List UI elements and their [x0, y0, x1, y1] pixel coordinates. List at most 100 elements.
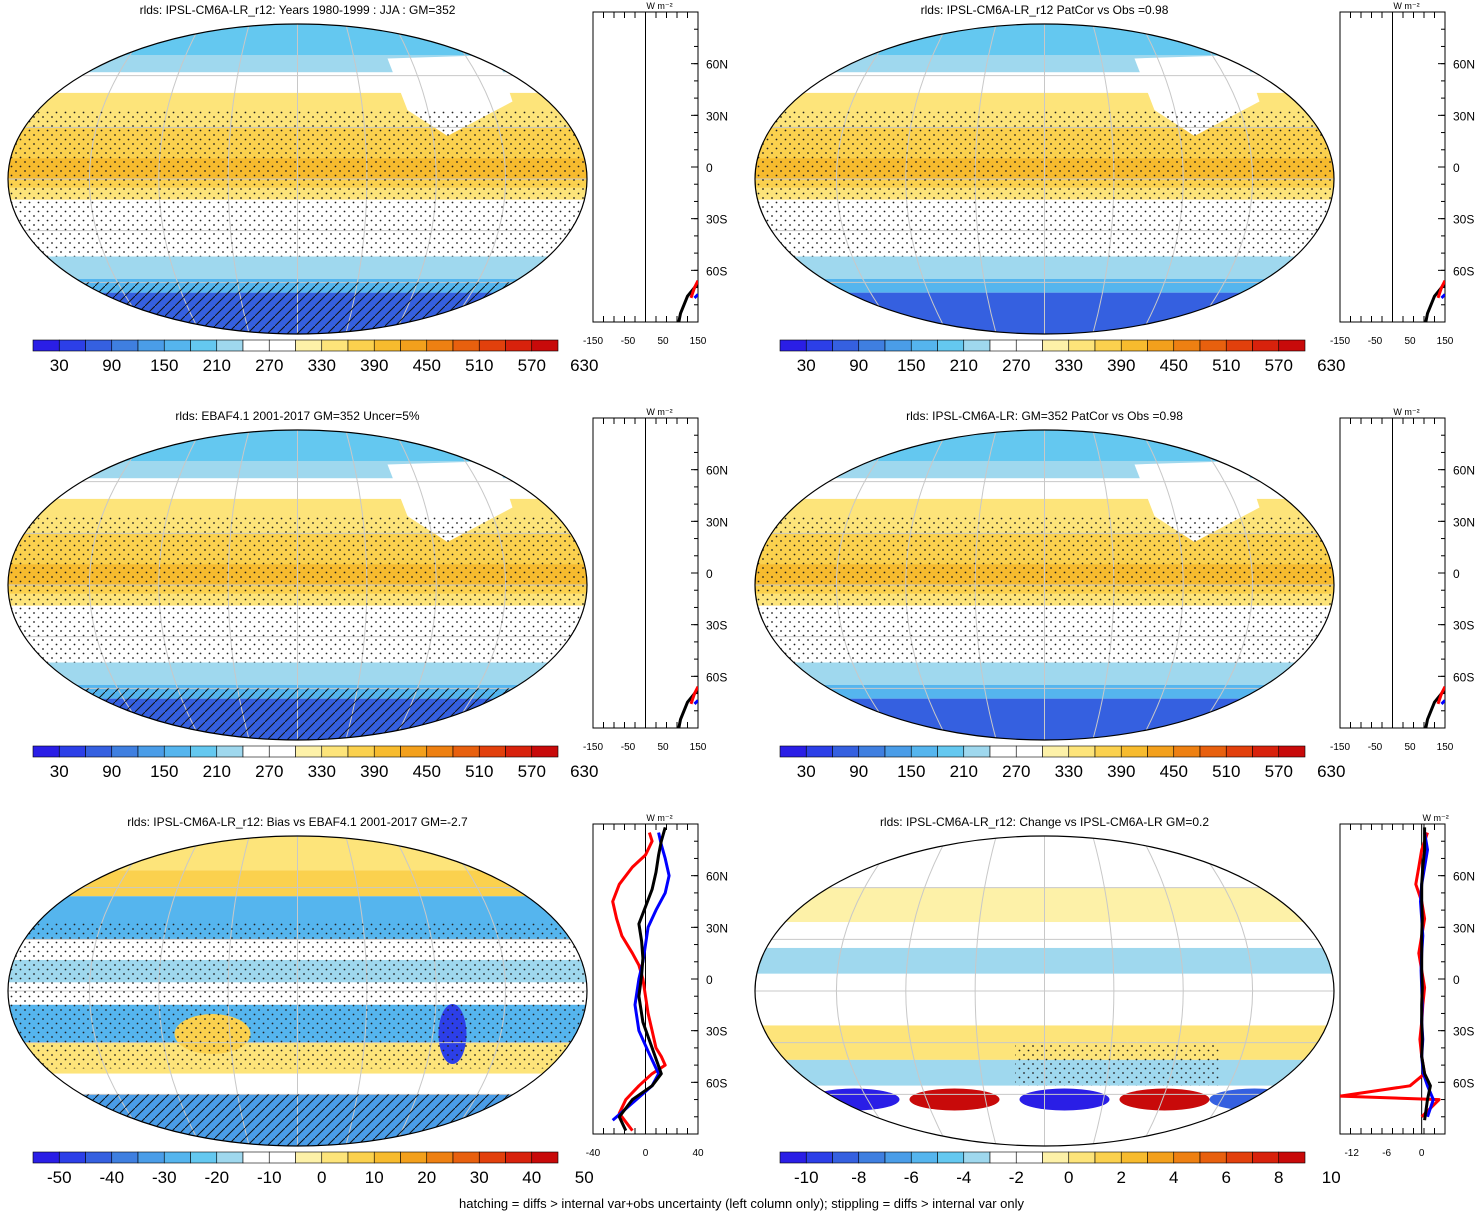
colorbar-segment — [1173, 339, 1201, 352]
colorbar-tick-label: 270 — [1002, 356, 1030, 375]
colorbar-tick-label: -4 — [956, 1168, 971, 1187]
colorbar-tick-label: 150 — [150, 762, 178, 781]
colorbar-segment — [190, 1151, 218, 1164]
colorbar-segment — [163, 745, 191, 758]
colorbar-segment — [1199, 745, 1227, 758]
colorbar-segment — [1199, 339, 1227, 352]
colorbar-segment — [478, 745, 506, 758]
profile-series-line — [689, 280, 698, 299]
colorbar-segment — [910, 339, 938, 352]
profile-xtick-label: 50 — [1404, 742, 1416, 753]
chart-title: rlds: IPSL-CM6A-LR_r12: Change vs IPSL-C… — [879, 815, 1210, 829]
colorbar-segment — [58, 745, 86, 758]
profile-series-line — [617, 826, 667, 1132]
colorbar: -50 -40 -30 -20 -10 0 10 20 30 40 50 — [32, 1151, 594, 1187]
colorbar-segment — [85, 1151, 113, 1164]
colorbar-segment — [1147, 745, 1175, 758]
colorbar-segment — [505, 745, 533, 758]
colorbar-tick-label: 330 — [308, 356, 336, 375]
colorbar-segment — [426, 1151, 454, 1164]
map-graticule — [755, 836, 1334, 1146]
colorbar-tick-label: 8 — [1274, 1168, 1283, 1187]
profile-ytick-label: 30S — [1453, 1025, 1474, 1039]
profile-ytick-label: 60S — [1453, 1076, 1474, 1090]
colorbar-segment — [963, 1151, 991, 1164]
colorbar-tick-label: 0 — [317, 1168, 326, 1187]
colorbar-tick-label: 6 — [1222, 1168, 1231, 1187]
colorbar-tick-label: 90 — [102, 356, 121, 375]
colorbar-segment — [373, 339, 401, 352]
chart-panel: rlds: EBAF4.1 2001-2017 GM=352 Uncer=5% 3… — [5, 406, 745, 806]
colorbar-segment — [832, 1151, 860, 1164]
map-stippling — [755, 516, 1334, 663]
chart-panel: rlds: IPSL-CM6A-LR: GM=352 PatCor vs Obs… — [752, 406, 1483, 806]
colorbar-tick-label: 270 — [255, 356, 283, 375]
colorbar-segment — [858, 339, 886, 352]
profile-xtick-label: -40 — [586, 1148, 601, 1159]
colorbar-segment — [1120, 339, 1148, 352]
profile-series-line — [689, 686, 698, 705]
map-plot — [7, 23, 588, 335]
map-outline — [754, 835, 1335, 1147]
colorbar-segment — [1015, 339, 1043, 352]
zonal-profile-plot: -150 -50 50 150 W m⁻² 60N 30N 0 30S 60S — [583, 407, 728, 753]
colorbar-segment — [832, 745, 860, 758]
chart-title: rlds: IPSL-CM6A-LR_r12 PatCor vs Obs =0.… — [920, 3, 1169, 17]
colorbar-tick-label: 30 — [50, 356, 69, 375]
colorbar-tick-label: 270 — [1002, 762, 1030, 781]
colorbar-tick-label: 150 — [150, 356, 178, 375]
profile-ytick-label: 60N — [1453, 870, 1475, 884]
colorbar-tick-label: 50 — [575, 1168, 594, 1187]
profile-units: W m⁻² — [1393, 407, 1419, 417]
profile-ytick-label: 60S — [706, 1076, 727, 1090]
colorbar-segment — [137, 745, 165, 758]
map-plot — [754, 23, 1335, 335]
colorbar-segment — [505, 1151, 533, 1164]
colorbar-segment — [268, 1151, 296, 1164]
colorbar-segment — [1094, 1151, 1122, 1164]
profile-ytick-label: 60N — [1453, 58, 1475, 72]
profile-xtick-label: 150 — [690, 336, 707, 347]
colorbar-tick-label: 270 — [255, 762, 283, 781]
colorbar-segment — [1225, 339, 1253, 352]
profile-xtick-label: 150 — [690, 742, 707, 753]
colorbar-segment — [373, 745, 401, 758]
colorbar-tick-label: 450 — [1160, 762, 1188, 781]
map-change-feature — [809, 1088, 900, 1111]
profile-xtick-label: -150 — [583, 336, 603, 347]
colorbar-tick-label: 30 — [797, 356, 816, 375]
colorbar-tick-label: 450 — [1160, 356, 1188, 375]
colorbar-segment — [505, 339, 533, 352]
colorbar-tick-label: 20 — [417, 1168, 436, 1187]
colorbar-segment — [111, 339, 139, 352]
colorbar-segment — [805, 1151, 833, 1164]
colorbar-segment — [295, 339, 323, 352]
colorbar-tick-label: 10 — [365, 1168, 384, 1187]
colorbar-tick-label: 90 — [849, 356, 868, 375]
colorbar-segment — [85, 745, 113, 758]
colorbar-tick-label: 390 — [360, 356, 388, 375]
map-plot — [7, 835, 588, 1147]
colorbar-tick-label: 570 — [1265, 356, 1293, 375]
map-stippling — [8, 110, 587, 257]
colorbar-tick-label: 630 — [570, 762, 598, 781]
colorbar-segment — [1068, 339, 1096, 352]
map-outline — [754, 23, 1335, 335]
zonal-profile-plot: -150 -50 50 150 W m⁻² 60N 30N 0 30S 60S — [1330, 407, 1475, 753]
profile-ytick-label: 30N — [706, 921, 728, 935]
colorbar-tick-label: -10 — [794, 1168, 819, 1187]
colorbar-segment — [32, 339, 60, 352]
colorbar-segment — [858, 1151, 886, 1164]
profile-xtick-label: -150 — [583, 742, 603, 753]
profile-series-line — [1440, 293, 1445, 299]
map-plot — [754, 835, 1335, 1147]
map-change-feature — [909, 1088, 1000, 1111]
zonal-profile-plot: -12 -6 0 W m⁻² 60N 30N 0 30S 60S — [1339, 813, 1475, 1159]
map-change-feature — [1119, 1088, 1210, 1111]
profile-ytick-label: 30S — [706, 213, 727, 227]
profile-ytick-label: 60S — [1453, 264, 1474, 278]
map-stippling — [8, 922, 587, 1069]
colorbar-tick-label: 150 — [897, 762, 925, 781]
colorbar-segment — [321, 745, 349, 758]
colorbar-tick-label: 210 — [950, 356, 978, 375]
